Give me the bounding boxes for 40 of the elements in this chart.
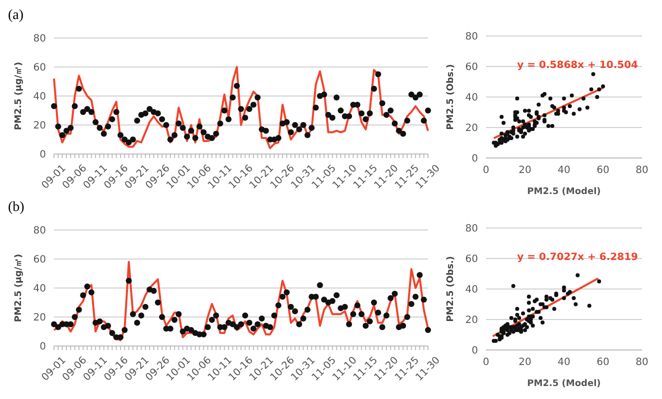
x-axis-title: PM2.5 (Model) xyxy=(527,379,601,389)
annotation: y = 0.5868x + 10.504 xyxy=(517,60,638,71)
y-tick-label: 0 xyxy=(472,346,478,357)
y-tick-label: 60 xyxy=(465,62,478,74)
y-tick-label: 0 xyxy=(40,342,46,353)
x-tick-label: 0 xyxy=(482,357,490,368)
y-tick-label: 0 xyxy=(472,154,478,165)
y-tick-label: 20 xyxy=(465,315,478,326)
y-axis-title: PM2.5 (Obs.) xyxy=(446,64,456,130)
y-tick-label: 40 xyxy=(33,92,46,103)
x-tick-label: 40 xyxy=(558,165,570,176)
chart-title: (a) xyxy=(8,8,24,24)
y-tick-label: 80 xyxy=(465,224,478,235)
y-tick-label: 60 xyxy=(33,254,46,266)
y-tick-label: 80 xyxy=(33,226,46,237)
x-tick-label: 80 xyxy=(636,165,648,176)
x-tick-label: 20 xyxy=(518,357,532,368)
x-tick-label: 20 xyxy=(518,165,532,176)
y-tick-label: 40 xyxy=(465,92,478,104)
x-axis-title: PM2.5 (Model) xyxy=(527,187,601,197)
y-tick-label: 60 xyxy=(465,254,478,266)
y-axis-title: PM2.5 (μg/㎥) xyxy=(14,62,24,130)
y-tick-label: 40 xyxy=(33,284,46,295)
y-tick-label: 80 xyxy=(465,32,478,43)
chart-title: (b) xyxy=(8,200,24,216)
x-tick-label: 80 xyxy=(636,357,648,368)
y-tick-label: 20 xyxy=(465,123,478,134)
y-tick-label: 20 xyxy=(33,312,46,324)
x-tick-label: 60 xyxy=(596,165,610,176)
y-tick-label: 40 xyxy=(465,284,478,296)
x-tick-label: 40 xyxy=(558,357,570,368)
y-axis-title: PM2.5 (μg/㎥) xyxy=(14,254,24,322)
y-tick-label: 80 xyxy=(33,34,46,45)
y-axis-title: PM2.5 (Obs.) xyxy=(446,256,456,322)
x-tick-label: 0 xyxy=(482,165,490,176)
x-tick-label: 60 xyxy=(596,357,610,368)
annotation: y = 0.7027x + 6.2819 xyxy=(517,252,638,263)
y-tick-label: 60 xyxy=(33,62,46,74)
y-tick-label: 20 xyxy=(33,120,46,132)
y-tick-label: 0 xyxy=(40,150,46,161)
